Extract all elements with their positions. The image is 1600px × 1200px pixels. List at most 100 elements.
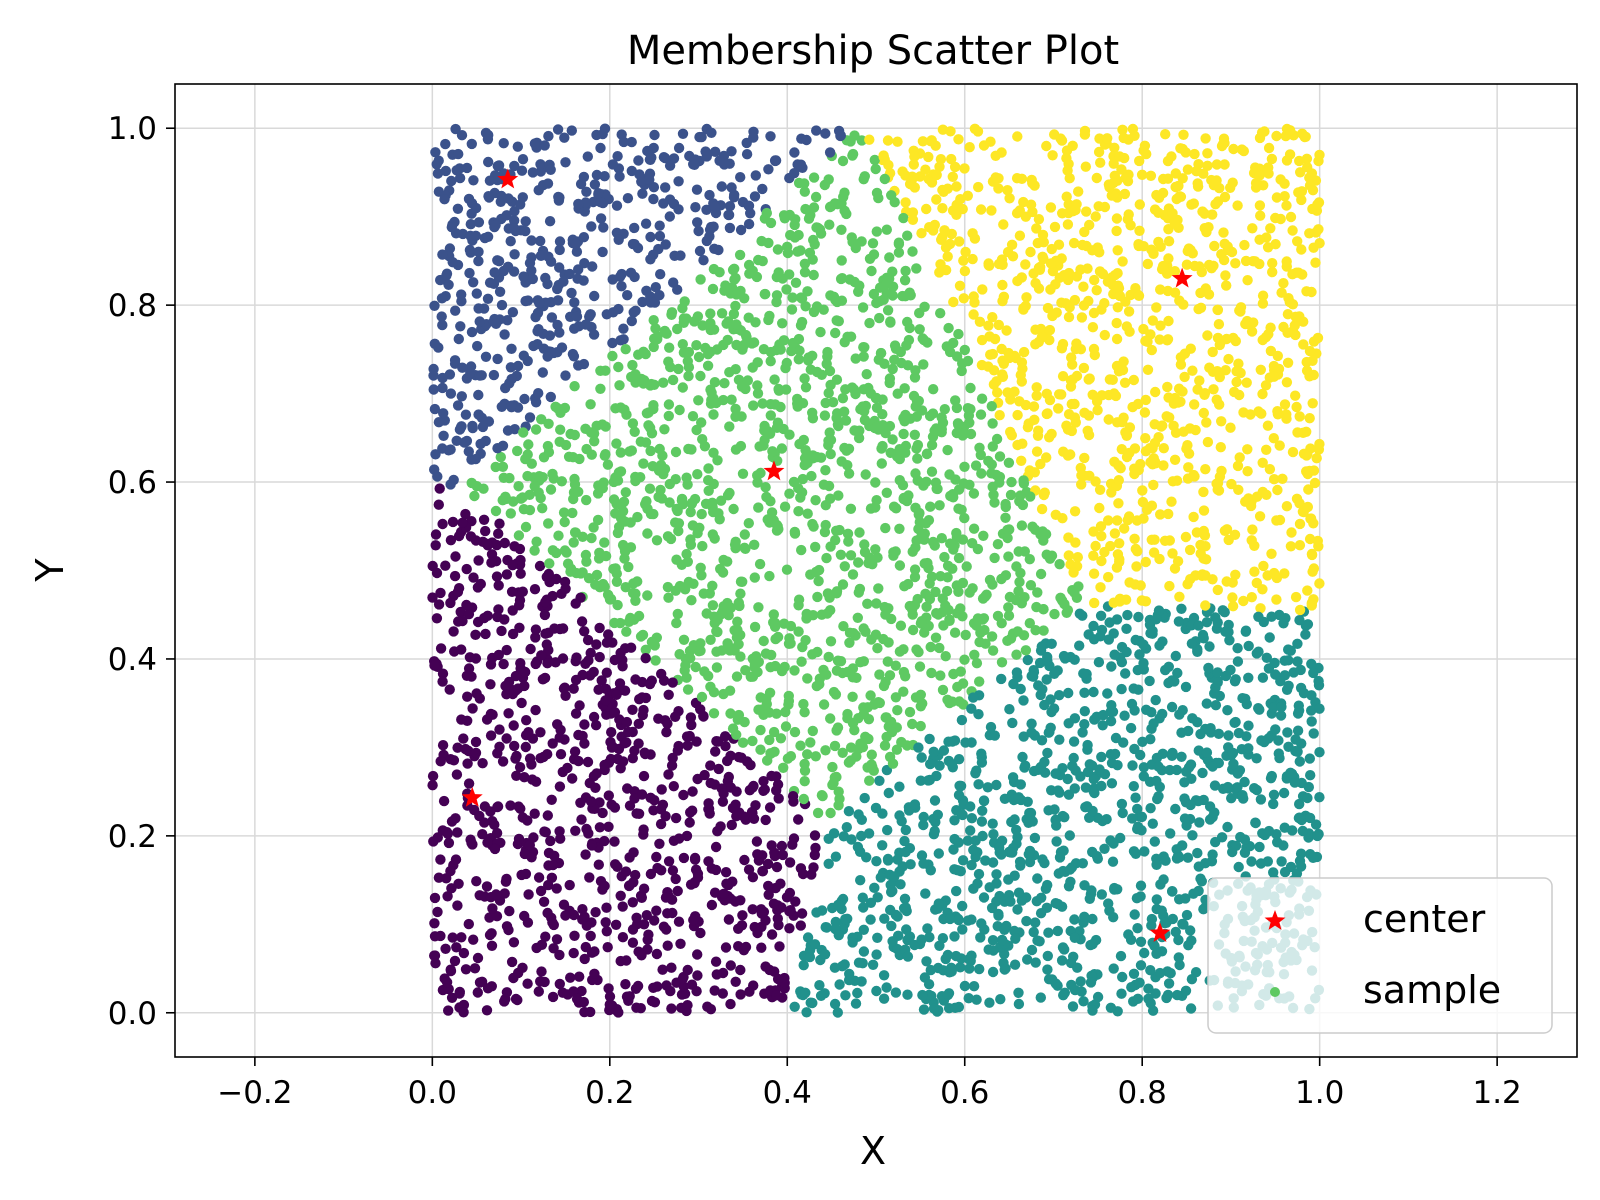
sample-point — [677, 973, 688, 985]
sample-point — [1229, 529, 1241, 540]
sample-point — [1212, 584, 1224, 596]
sample-point — [764, 570, 775, 582]
sample-point — [900, 671, 911, 682]
sample-point — [743, 218, 755, 230]
sample-point — [820, 745, 831, 756]
sample-point — [1076, 312, 1088, 323]
sample-point — [1186, 638, 1198, 649]
sample-point — [795, 492, 806, 503]
sample-point — [909, 571, 921, 583]
sample-point — [1183, 448, 1195, 459]
sample-point — [974, 676, 985, 687]
sample-point — [726, 819, 737, 831]
sample-point — [1074, 640, 1085, 651]
sample-point — [463, 778, 475, 789]
sample-point — [449, 570, 461, 582]
sample-point — [970, 835, 981, 846]
sample-point — [1268, 867, 1279, 878]
sample-point — [809, 939, 821, 950]
sample-point — [822, 346, 833, 358]
sample-point — [879, 358, 890, 369]
sample-point — [927, 536, 939, 548]
sample-point — [1042, 408, 1053, 419]
sample-point — [663, 410, 674, 422]
sample-point — [703, 463, 714, 474]
sample-point — [803, 610, 814, 621]
sample-point — [512, 994, 523, 1006]
sample-point — [1025, 246, 1036, 258]
sample-point — [566, 287, 577, 299]
sample-point — [580, 849, 591, 860]
sample-point — [1132, 821, 1144, 832]
sample-point — [1131, 561, 1142, 572]
sample-point — [686, 444, 697, 455]
sample-point — [899, 275, 911, 286]
sample-point — [900, 902, 911, 913]
sample-point — [692, 949, 703, 960]
sample-point — [784, 488, 795, 499]
sample-point — [935, 154, 947, 165]
sample-point — [985, 349, 996, 360]
sample-point — [1002, 246, 1014, 258]
sample-point — [569, 297, 580, 308]
sample-point — [957, 577, 969, 589]
sample-point — [629, 239, 640, 250]
sample-point — [1118, 356, 1129, 367]
sample-point — [960, 737, 971, 748]
sample-point — [1094, 502, 1105, 514]
sample-point — [716, 181, 727, 192]
sample-point — [560, 583, 571, 594]
sample-point — [1279, 866, 1291, 878]
sample-point — [673, 176, 684, 187]
sample-point — [1255, 794, 1267, 805]
sample-point — [1199, 208, 1210, 219]
sample-point — [965, 404, 976, 415]
sample-point — [904, 931, 916, 942]
sample-point — [703, 798, 714, 809]
sample-point — [704, 224, 716, 235]
sample-point — [945, 126, 956, 137]
sample-point — [473, 389, 484, 401]
sample-point — [626, 315, 637, 327]
sample-point — [985, 721, 997, 733]
sample-point — [1183, 462, 1194, 473]
sample-point — [771, 708, 782, 719]
sample-point — [1195, 548, 1206, 559]
sample-point — [986, 902, 998, 914]
sample-point — [1150, 694, 1161, 706]
sample-point — [432, 168, 444, 179]
sample-point — [989, 497, 1000, 508]
sample-point — [972, 878, 983, 889]
sample-point — [837, 393, 849, 404]
sample-point — [1211, 175, 1222, 186]
sample-point — [445, 964, 456, 975]
sample-point — [556, 476, 567, 487]
sample-point — [540, 272, 551, 284]
sample-point — [1218, 227, 1229, 238]
sample-point — [926, 439, 938, 451]
sample-point — [554, 781, 566, 792]
sample-point — [1306, 170, 1317, 182]
sample-point — [1169, 454, 1181, 465]
sample-point — [757, 183, 768, 195]
sample-point — [1079, 719, 1090, 730]
sample-point — [749, 621, 761, 633]
sample-point — [662, 908, 673, 919]
sample-point — [533, 388, 544, 399]
sample-point — [552, 124, 564, 135]
sample-point — [631, 808, 642, 819]
sample-point — [491, 827, 503, 839]
sample-point — [726, 394, 737, 405]
sample-point — [1306, 600, 1318, 611]
sample-point — [1105, 716, 1117, 727]
sample-point — [950, 1002, 961, 1013]
sample-point — [942, 444, 953, 456]
sample-point — [1294, 540, 1306, 551]
sample-point — [1211, 159, 1223, 170]
sample-point — [530, 311, 541, 323]
sample-point — [452, 827, 463, 838]
sample-point — [508, 720, 519, 731]
sample-point — [911, 411, 922, 422]
sample-point — [1035, 458, 1046, 470]
sample-point — [1145, 734, 1156, 745]
